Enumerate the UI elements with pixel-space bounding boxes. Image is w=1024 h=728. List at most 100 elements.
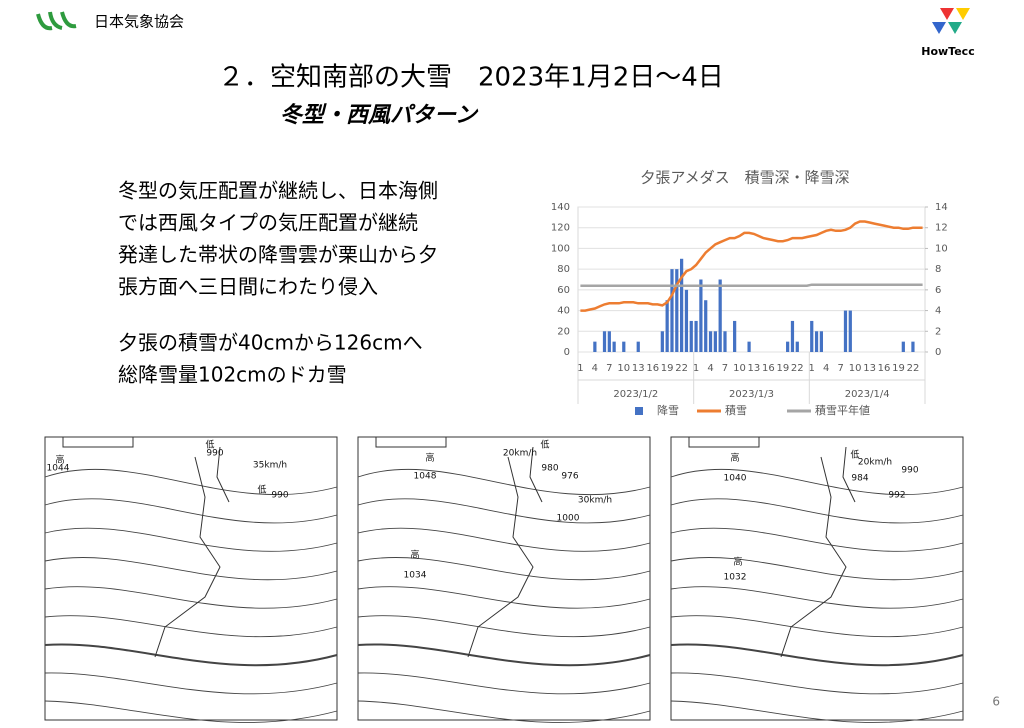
isobar [44, 527, 338, 552]
x-tick-label: 16 [646, 363, 659, 374]
x-tick-label: 1 [577, 363, 583, 374]
subtitle: 冬型・西風パターン [280, 103, 479, 128]
y2-tick-label: 4 [935, 306, 941, 317]
coastline [467, 446, 543, 658]
map-label: 30km/h [578, 496, 612, 506]
isobar [670, 469, 964, 495]
x-tick-label: 1 [809, 363, 815, 374]
bar [593, 341, 597, 352]
title: ２．空知南部の大雪 2023年1月2日～4日 [218, 63, 724, 93]
y2-tick-label: 0 [935, 347, 941, 358]
bar [901, 341, 905, 352]
y-tick-label: 20 [557, 326, 570, 337]
body-line: 夕張の積雪が40cmから126cmへ [118, 331, 423, 355]
bar [814, 331, 819, 352]
y2-tick-label: 8 [935, 264, 941, 275]
map-label: 高 [733, 556, 742, 568]
map-label: 高 [410, 549, 419, 561]
x-tick-label: 4 [823, 363, 829, 374]
x-tick-label: 19 [776, 363, 789, 374]
map-label: 低 [850, 449, 859, 461]
x-tick-label: 22 [907, 363, 920, 374]
map-label: 990 [206, 449, 223, 459]
x-tick-label: 7 [722, 363, 728, 374]
bar [622, 341, 626, 352]
x-tick-label: 22 [675, 363, 688, 374]
bar [636, 341, 640, 352]
x-tick-label: 1 [693, 363, 699, 374]
isobar [44, 643, 338, 667]
isobar [44, 498, 338, 524]
map-header [62, 436, 134, 448]
bar [718, 279, 722, 352]
x-tick-label: 19 [892, 363, 905, 374]
x-tick-label: 16 [878, 363, 891, 374]
y2-tick-label: 12 [935, 223, 948, 234]
isobar [357, 700, 651, 723]
map-frame [44, 436, 338, 721]
x-tick-label: 4 [592, 363, 598, 374]
line [580, 283, 923, 287]
isobar [670, 527, 964, 552]
isobar [44, 469, 338, 495]
logo-left [36, 11, 77, 31]
isobar [670, 498, 964, 524]
map-label: 984 [851, 474, 868, 484]
bar [704, 300, 708, 352]
bar [670, 269, 674, 352]
y-tick-label: 40 [557, 306, 570, 317]
y2-tick-label: 10 [935, 243, 948, 254]
isobar [357, 498, 651, 524]
isobar [357, 557, 651, 581]
isobar [670, 586, 964, 609]
isobar [44, 557, 338, 581]
bar [665, 300, 669, 352]
legend-swatch [635, 407, 643, 415]
map-label: 1032 [724, 573, 747, 583]
x-tick-label: 16 [762, 363, 775, 374]
map-label: 低 [205, 439, 214, 451]
bar [689, 320, 693, 352]
group-label: 2023/1/2 [613, 389, 658, 400]
bar [911, 341, 915, 352]
bar [810, 320, 814, 352]
isobar [44, 700, 338, 723]
y-tick-label: 100 [551, 243, 570, 254]
map-label: 低 [257, 484, 266, 496]
x-tick-label: 7 [606, 363, 612, 374]
bar [684, 289, 689, 352]
group-label: 2023/1/3 [729, 389, 774, 400]
legend-label: 積雪平年値 [815, 403, 870, 417]
chart-title: 夕張アメダス 積雪深・降雪深 [640, 169, 849, 187]
map-label: 高 [730, 452, 739, 464]
map-label: 低 [540, 439, 549, 451]
body-line: 冬型の気圧配置が継続し、日本海側 [118, 179, 438, 203]
isobar [357, 672, 651, 695]
y2-tick-label: 14 [935, 202, 948, 213]
x-tick-label: 4 [707, 363, 713, 374]
page-number: 6 [992, 695, 1000, 709]
bar [848, 310, 852, 352]
isobar [357, 586, 651, 609]
bar [795, 341, 799, 352]
y-tick-label: 120 [551, 223, 570, 234]
coastline [154, 446, 230, 658]
isobar [357, 469, 651, 495]
bar [708, 331, 713, 352]
body-line: 発達した帯状の降雪雲が栗山から夕 [118, 243, 438, 267]
isobar [670, 700, 964, 723]
logo-right [932, 8, 970, 34]
map-label: 980 [541, 464, 558, 474]
bar [680, 258, 684, 352]
isobar [670, 672, 964, 695]
x-tick-label: 10 [733, 363, 746, 374]
map-label: 1040 [724, 474, 747, 484]
x-tick-label: 19 [661, 363, 674, 374]
isobar [357, 615, 651, 638]
x-tick-label: 13 [748, 363, 761, 374]
coastline [780, 446, 856, 658]
map-label: 1034 [404, 571, 427, 581]
